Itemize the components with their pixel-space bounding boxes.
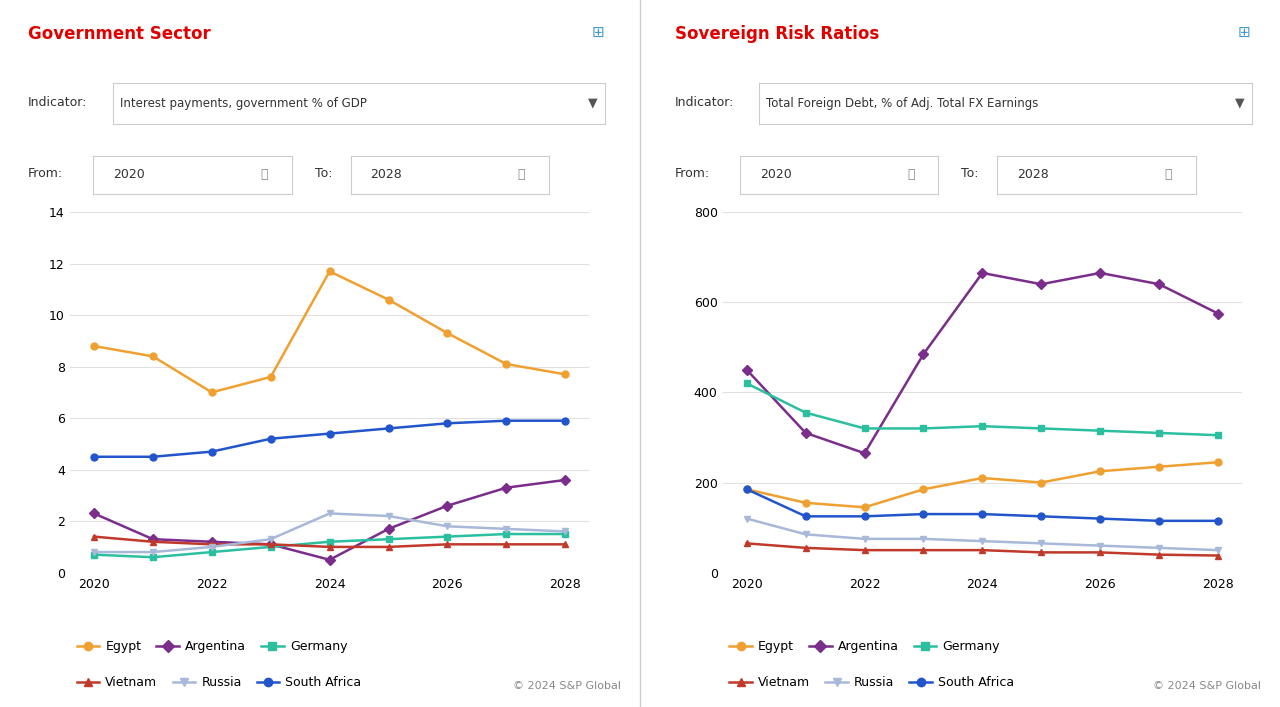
Text: Indicator:: Indicator: <box>28 96 87 109</box>
Legend: Vietnam, Russia, South Africa: Vietnam, Russia, South Africa <box>77 677 361 689</box>
Text: Interest payments, government % of GDP: Interest payments, government % of GDP <box>120 97 367 110</box>
Text: ⊞: ⊞ <box>591 25 604 40</box>
Text: To:: To: <box>315 167 333 180</box>
Text: 2028: 2028 <box>1018 168 1048 182</box>
Text: Sovereign Risk Ratios: Sovereign Risk Ratios <box>675 25 879 42</box>
Text: Government Sector: Government Sector <box>28 25 211 42</box>
Text: From:: From: <box>675 167 709 180</box>
Text: ⧆: ⧆ <box>261 168 268 182</box>
Legend: Vietnam, Russia, South Africa: Vietnam, Russia, South Africa <box>730 677 1014 689</box>
Text: From:: From: <box>28 167 63 180</box>
Text: ▼: ▼ <box>1235 97 1244 110</box>
Text: ▼: ▼ <box>589 97 598 110</box>
Text: ⊞: ⊞ <box>1238 25 1251 40</box>
Text: 2028: 2028 <box>371 168 402 182</box>
Text: 2020: 2020 <box>114 168 145 182</box>
Text: ⧆: ⧆ <box>518 168 525 182</box>
Text: 2020: 2020 <box>760 168 791 182</box>
Text: © 2024 S&P Global: © 2024 S&P Global <box>1153 682 1261 691</box>
Text: ⧆: ⧆ <box>1165 168 1171 182</box>
Text: To:: To: <box>961 167 979 180</box>
Text: Total Foreign Debt, % of Adj. Total FX Earnings: Total Foreign Debt, % of Adj. Total FX E… <box>767 97 1039 110</box>
Text: Indicator:: Indicator: <box>675 96 733 109</box>
Text: © 2024 S&P Global: © 2024 S&P Global <box>513 682 621 691</box>
Text: ⧆: ⧆ <box>908 168 914 182</box>
